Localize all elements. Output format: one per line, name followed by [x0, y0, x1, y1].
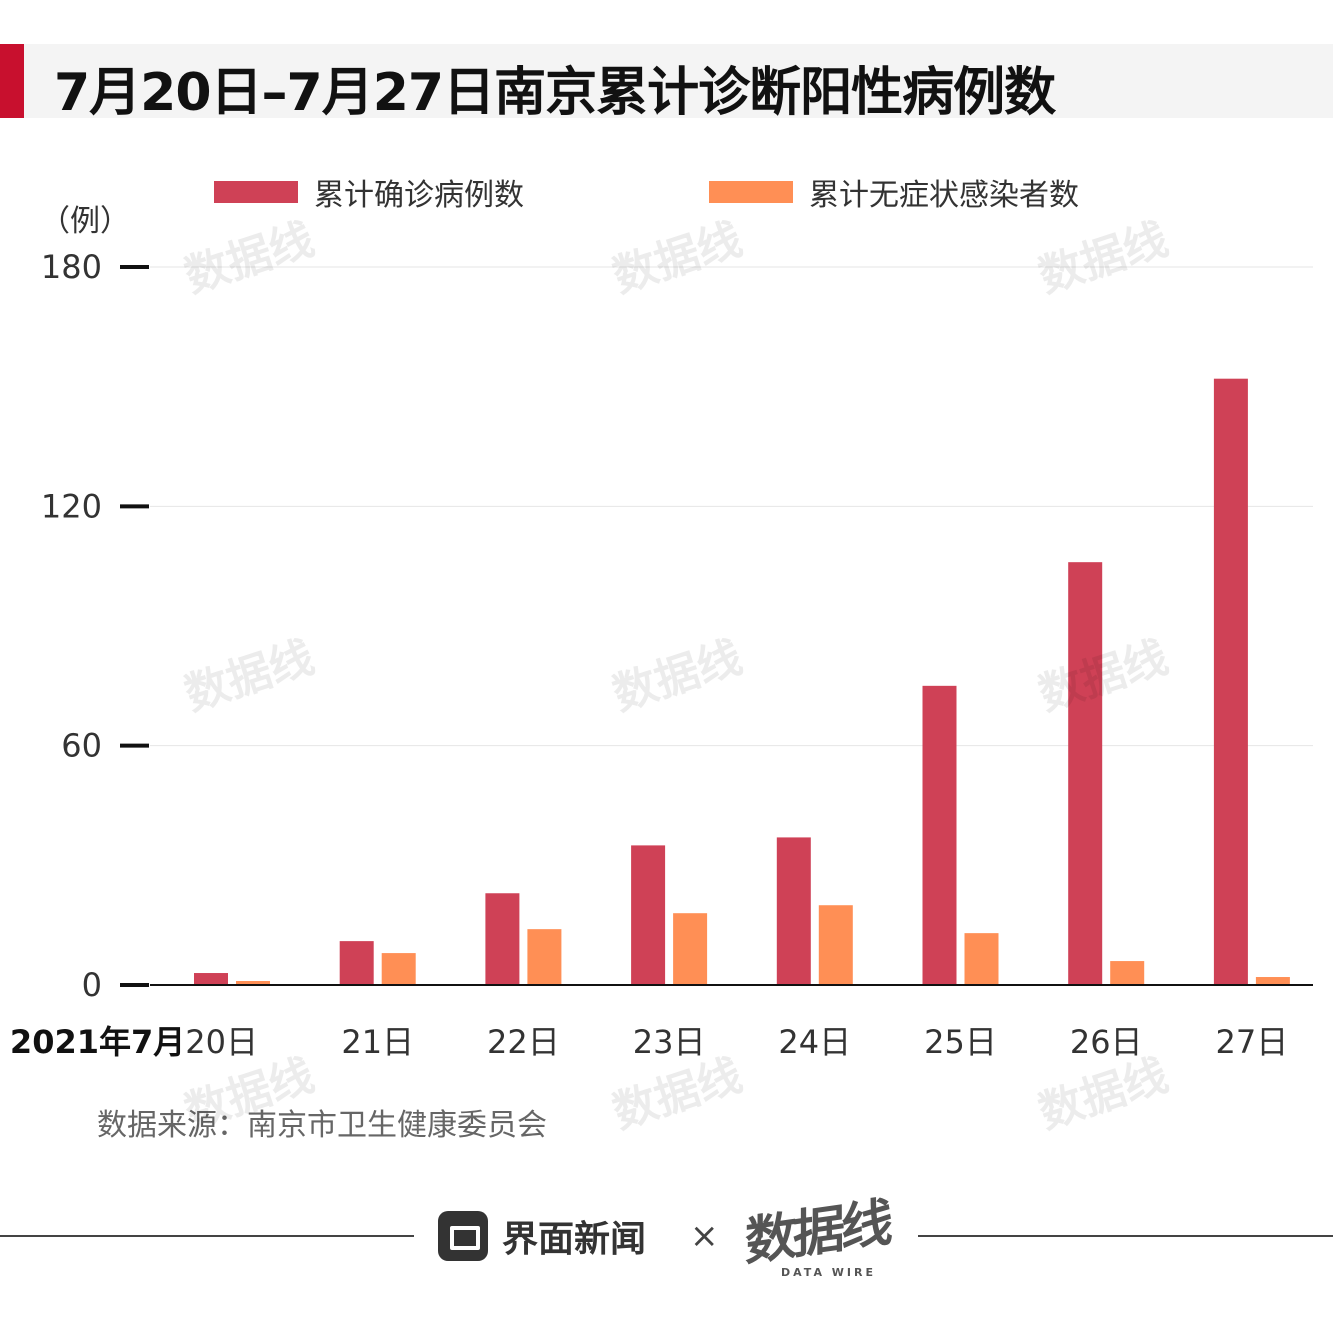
bar-confirmed — [1068, 562, 1103, 985]
y-tick-label: 180 — [41, 248, 102, 286]
jiemian-logo-icon — [438, 1211, 488, 1261]
bar-chart: 0 60 120 180 2021年7月20日 21日 22日 23日 24日 25日 26日 27日 — [10, 248, 1313, 1061]
x-tick-label: 22日 — [487, 1023, 560, 1061]
legend-swatch-asymptomatic — [709, 181, 793, 203]
y-tick-label: 0 — [82, 966, 102, 1004]
data-wire-logo-subtext: DATA WIRE — [781, 1266, 876, 1279]
legend-label-asymptomatic: 累计无症状感染者数 — [809, 178, 1079, 213]
bar-confirmed — [631, 845, 666, 985]
x-tick-label-day: 20日 — [185, 1023, 258, 1061]
bar-asymptomatic — [1110, 961, 1145, 985]
x-tick-label: 23日 — [633, 1023, 706, 1061]
bar-confirmed — [922, 685, 957, 985]
bar-confirmed — [1213, 378, 1248, 985]
bar-asymptomatic — [236, 981, 270, 985]
brand-name: 界面新闻 — [502, 1219, 647, 1260]
x-tick-label: 26日 — [1070, 1023, 1143, 1061]
bar-asymptomatic — [381, 953, 416, 985]
footer-line-right — [918, 1235, 1333, 1237]
legend-item-confirmed: 累计确诊病例数 — [214, 172, 524, 213]
footer-line-left — [0, 1235, 414, 1237]
legend-swatch-confirmed — [214, 181, 298, 203]
bar-confirmed — [485, 893, 520, 985]
bar-confirmed — [776, 837, 811, 985]
legend-label-confirmed: 累计确诊病例数 — [314, 178, 524, 213]
data-source: 数据来源：南京市卫生健康委员会 — [97, 1108, 547, 1143]
bar-asymptomatic — [1255, 977, 1290, 985]
x-tick-label: 24日 — [778, 1023, 851, 1061]
separator-times: × — [690, 1216, 719, 1256]
legend-item-asymptomatic: 累计无症状感染者数 — [709, 172, 1079, 213]
x-tick-label-year-prefix: 2021年7月 — [10, 1023, 185, 1061]
data-wire-logo: 数据线 DATA WIRE — [745, 1190, 889, 1279]
y-tick-label: 120 — [41, 487, 102, 525]
bar-asymptomatic — [527, 929, 562, 985]
chart-title: 7月20日–7月27日南京累计诊断阳性病例数 — [54, 63, 1056, 123]
x-tick-label: 27日 — [1216, 1023, 1289, 1061]
data-wire-logo-text: 数据线 — [745, 1192, 890, 1274]
title-accent-bar — [0, 44, 24, 118]
x-tick-label: 21日 — [341, 1023, 414, 1061]
y-axis-unit: （例） — [40, 204, 130, 239]
bar-asymptomatic — [964, 933, 999, 985]
bar-asymptomatic — [673, 913, 708, 985]
title-band — [0, 44, 1333, 118]
brand-jiemian: 界面新闻 — [438, 1210, 646, 1262]
bar-confirmed — [194, 973, 228, 985]
bar-asymptomatic — [818, 905, 853, 985]
x-tick-label: 2021年7月20日 — [10, 1023, 258, 1061]
bar-confirmed — [339, 941, 374, 985]
y-tick-label: 60 — [61, 727, 102, 765]
x-tick-label: 25日 — [924, 1023, 997, 1061]
